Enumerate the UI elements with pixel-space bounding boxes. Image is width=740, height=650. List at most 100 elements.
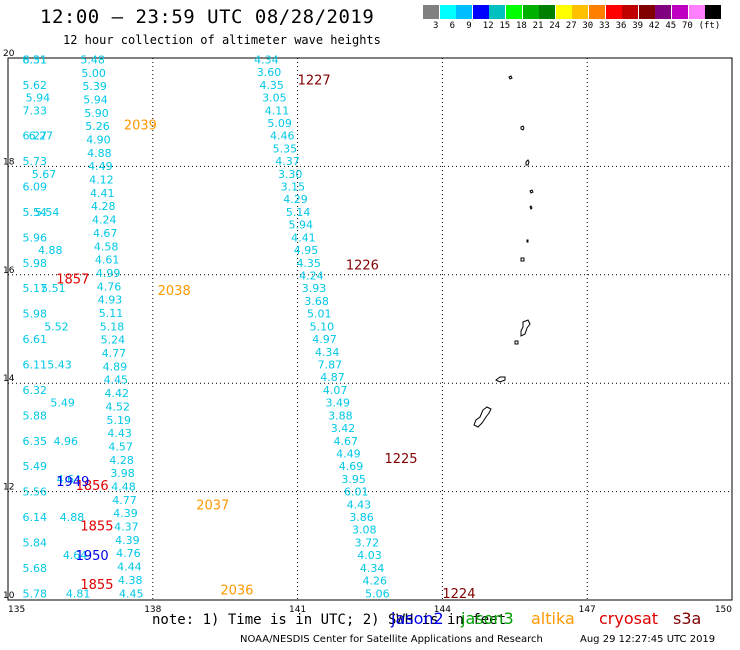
wave-height-value: 5.09	[267, 117, 292, 130]
wave-height-value: 4.35	[259, 79, 284, 92]
wave-height-value: 4.41	[90, 187, 115, 200]
wave-height-value: 4.97	[312, 333, 337, 346]
wave-height-value: 4.76	[116, 547, 141, 560]
island-shape	[526, 239, 529, 243]
island-shape	[520, 319, 531, 337]
wave-height-value: 5.94	[289, 219, 314, 232]
wave-height-value: 4.58	[94, 240, 119, 253]
color-swatch	[622, 5, 639, 19]
wave-height-value: 5.94	[26, 92, 50, 105]
wave-height-value: 4.45	[104, 374, 128, 387]
island-shape	[529, 205, 533, 210]
color-swatch	[456, 5, 473, 19]
y-tick-label: 10	[3, 591, 15, 601]
legend-label: 6	[449, 21, 456, 31]
wave-height-value: 4.28	[91, 200, 116, 213]
legend-label: (ft)	[698, 21, 721, 31]
pass-time-label: 1950	[76, 549, 109, 564]
wave-height-value: 8.31	[22, 53, 47, 66]
wave-height-value: 4.64	[57, 473, 82, 486]
legend-label: 24	[549, 21, 561, 31]
wave-height-value: 4.57	[108, 440, 133, 453]
wave-height-value: 5.84	[22, 536, 47, 549]
map-frame	[7, 57, 733, 601]
wave-height-value: 3.42	[331, 422, 356, 435]
wave-height-value: 5.98	[22, 308, 47, 321]
wave-height-value: 4.88	[38, 244, 63, 257]
color-swatch	[605, 5, 622, 19]
wave-height-value: 4.67	[93, 227, 118, 240]
wave-height-value: 3.98	[110, 467, 135, 480]
y-tick-label: 18	[3, 157, 15, 167]
wave-height-value: 5.11	[99, 307, 124, 320]
island-shape	[525, 159, 530, 166]
wave-height-value: 3.15	[281, 181, 306, 194]
color-swatch	[506, 5, 522, 19]
wave-height-value: 4.26	[363, 575, 388, 588]
wave-height-value: 6.27	[29, 130, 54, 143]
wave-height-value: 5.68	[22, 562, 47, 575]
wave-height-value: 4.52	[105, 400, 129, 413]
wave-height-value: 6.09	[22, 181, 47, 194]
wave-height-value: 4.28	[109, 454, 134, 467]
wave-height-value: 4.89	[103, 360, 128, 373]
pass-time-label: 2039	[124, 119, 157, 134]
wave-height-value: 5.52	[44, 320, 68, 333]
wave-height-value: 4.34	[360, 562, 385, 575]
color-swatch	[572, 5, 589, 19]
wave-height-value: 5.62	[22, 79, 47, 92]
legend-label: 33	[599, 21, 610, 31]
legend-label: 15	[499, 21, 511, 31]
wave-height-value: 3.30	[278, 168, 303, 181]
wave-height-value: 5.18	[100, 320, 125, 333]
y-tick-label: 16	[3, 266, 15, 276]
wave-height-value: 4.11	[265, 104, 290, 117]
satellite-name-altika: altika	[531, 609, 575, 628]
wave-height-value: 5.56	[22, 486, 47, 499]
wave-height-value: 5.35	[273, 142, 298, 155]
color-swatch	[638, 5, 655, 19]
wave-height-value: 4.77	[112, 494, 137, 507]
wave-height-value: 3.60	[257, 66, 282, 79]
pass-time-label: 1856	[76, 479, 109, 494]
wave-height-value: 6.11	[22, 358, 47, 371]
color-swatch	[655, 5, 672, 19]
legend-label: 3	[433, 21, 439, 31]
wave-height-value: 4.77	[102, 347, 127, 360]
pass-time-label: 1855	[80, 520, 113, 535]
color-swatch	[555, 5, 572, 19]
wave-height-value: 5.54	[22, 206, 47, 219]
island-outlines	[473, 75, 534, 428]
island-shape	[495, 376, 506, 383]
wave-height-value: 5.48	[80, 53, 105, 66]
color-swatch	[522, 5, 539, 19]
wave-height-value: 4.24	[92, 214, 117, 227]
legend-label: 27	[565, 21, 577, 31]
x-tick-label: 141	[289, 605, 306, 615]
color-swatch	[688, 5, 705, 19]
wave-height-value: 4.67	[333, 435, 358, 448]
legend-label: 30	[582, 21, 594, 31]
wave-height-value: 4.87	[320, 371, 345, 384]
wave-height-value: 5.01	[307, 308, 332, 321]
island-shape	[520, 125, 525, 131]
x-tick-label: 147	[579, 605, 596, 615]
wave-height-value: 4.24	[299, 270, 324, 283]
pass-time-label: 1855	[80, 578, 113, 593]
legend-label: 21	[532, 21, 544, 31]
wave-height-value: 6.14	[22, 511, 47, 524]
wave-height-value: 5.24	[101, 334, 126, 347]
wave-height-value: 3.86	[349, 511, 374, 524]
island-shape	[508, 75, 513, 80]
wave-height-value: 5.94	[83, 93, 108, 106]
wave-height-value: 6.27	[22, 130, 47, 143]
pass-time-label: 1225	[384, 452, 417, 467]
wave-height-value: 5.39	[82, 80, 107, 93]
wave-height-value: 5.98	[22, 257, 47, 270]
wave-height-value: 5.73	[22, 155, 47, 168]
legend-label: 70	[682, 21, 693, 31]
color-swatch	[489, 5, 506, 19]
wave-height-value: 5.67	[32, 168, 57, 181]
wave-height-value: 5.49	[50, 397, 75, 410]
